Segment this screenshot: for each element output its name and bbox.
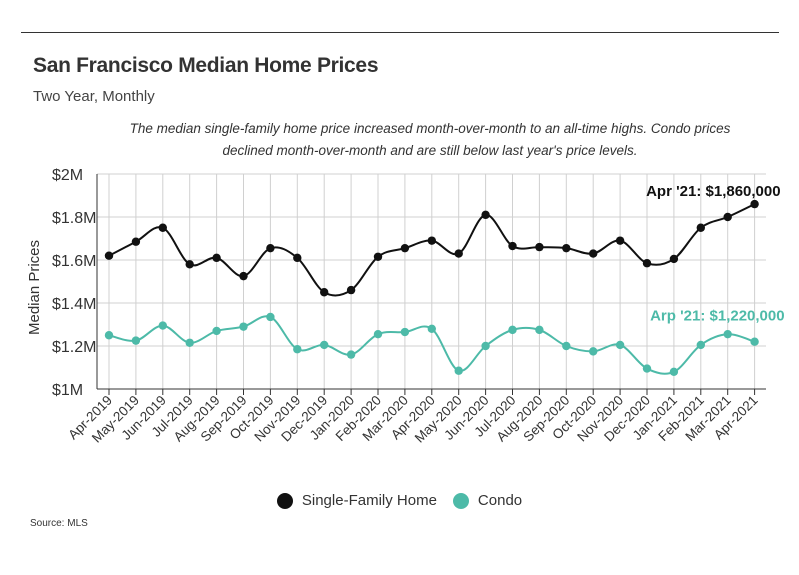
condo-data-point (615, 340, 625, 350)
single-family-data-point (750, 199, 759, 209)
condo-data-point (481, 341, 490, 351)
condo-data-point (723, 329, 732, 339)
source-note: Source: MLS (30, 518, 88, 529)
single-family-data-point (535, 242, 544, 252)
single-family-data-point (104, 251, 114, 260)
single-family-data-point (212, 253, 221, 263)
legend-label-condo: Condo (477, 492, 523, 509)
condo-data-point (266, 312, 275, 322)
y-tick-label: $1.2M (52, 339, 96, 356)
condo-data-point (346, 350, 356, 359)
single-family-data-point (239, 271, 248, 281)
condo-data-point (131, 336, 141, 345)
condo-data-point (158, 321, 167, 330)
single-family-data-point (266, 243, 275, 253)
legend-item-single-family: Single-Family Home (276, 492, 437, 509)
single-family-data-point (696, 223, 705, 232)
single-family-annotation: Apr '21: $1,860,000 (646, 183, 781, 200)
single-family-data-point (723, 212, 732, 222)
single-family-data-point (508, 241, 517, 251)
condo-data-point (400, 327, 410, 337)
chart-note: The median single-family home price incr… (129, 121, 731, 158)
single-family-data-point (320, 288, 329, 297)
chart-title: San Francisco Median Home Prices (33, 54, 379, 77)
legend: Single-Family Home Condo (0, 492, 799, 509)
condo-data-point (293, 345, 302, 354)
legend-label-single-family: Single-Family Home (301, 492, 437, 509)
condo-data-point (104, 331, 114, 340)
single-family-data-point (293, 253, 302, 263)
condo-data-point (669, 367, 679, 376)
single-family-data-point (481, 210, 490, 220)
condo-data-point (212, 326, 221, 336)
y-tick-label: $1M (52, 382, 83, 399)
y-axis-title: Median Prices (26, 240, 43, 335)
condo-data-point (373, 329, 383, 339)
single-family-data-point (562, 243, 571, 253)
condo-data-point (427, 324, 436, 333)
single-family-data-point (346, 285, 356, 295)
condo-data-point (696, 340, 705, 350)
single-family-data-point (185, 260, 194, 269)
single-family-data-point (158, 223, 167, 232)
single-family-data-point (669, 254, 679, 264)
condo-data-point (454, 366, 463, 375)
condo-annotation: Arp '21: $1,220,000 (650, 308, 785, 325)
single-family-data-point (615, 236, 625, 245)
chart-subtitle: Two Year, Monthly (33, 88, 155, 105)
single-family-data-point (589, 249, 598, 258)
single-family-data-point (454, 249, 463, 258)
y-tick-label: $2M (52, 167, 83, 184)
condo-data-point (589, 347, 598, 356)
condo-data-point (535, 325, 544, 335)
condo-data-point (320, 340, 329, 350)
condo-data-point (642, 364, 652, 373)
single-family-data-point (427, 236, 436, 245)
condo-data-point (750, 337, 759, 346)
legend-item-condo: Condo (452, 492, 523, 509)
single-family-data-point (400, 243, 410, 253)
single-family-data-point (131, 237, 141, 246)
condo-data-point (185, 338, 194, 347)
legend-swatch-condo (452, 492, 469, 509)
single-family-data-point (373, 252, 383, 261)
top-rule (21, 32, 779, 33)
legend-swatch-single-family (276, 492, 293, 509)
y-tick-label: $1.6M (52, 253, 96, 270)
condo-data-point (508, 325, 517, 335)
condo-data-point (239, 322, 248, 331)
single-family-data-point (642, 259, 652, 268)
condo-data-point (562, 341, 571, 351)
y-tick-label: $1.8M (52, 210, 96, 227)
y-tick-label: $1.4M (52, 296, 96, 313)
